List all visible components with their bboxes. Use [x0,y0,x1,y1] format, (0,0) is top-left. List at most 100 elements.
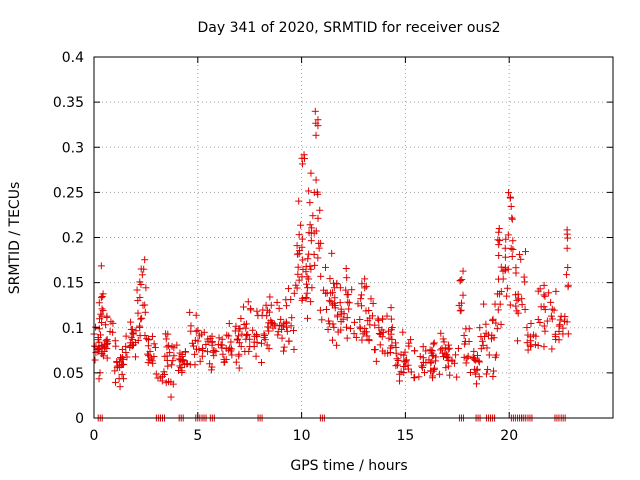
data-point [312,131,320,139]
data-point [133,286,141,294]
data-point [259,306,267,314]
data-point [195,332,203,340]
data-point [527,319,535,327]
data-point [311,107,319,115]
data-point [97,294,105,302]
data-point [265,345,273,353]
data-point [264,323,272,331]
data-point [555,336,563,344]
data-point [534,287,542,295]
data-point [547,298,555,306]
data-point [189,342,197,350]
data-point [95,299,103,307]
data-point [473,352,481,360]
data-point [550,306,558,314]
data-point [548,315,556,323]
data-point [336,299,344,307]
data-point [526,342,534,350]
data-point [94,348,102,356]
data-point [238,330,246,338]
data-point [257,358,265,366]
data-point [378,326,386,334]
data-point [365,336,373,344]
data-point [218,341,226,349]
data-point [330,323,338,331]
data-point [563,318,571,326]
data-point [245,347,253,355]
data-point [103,344,111,352]
data-point [196,357,204,365]
y-tick-label: 0.15 [53,276,84,292]
data-point [98,319,106,327]
data-point [387,315,395,323]
data-point [343,291,351,299]
data-point [388,335,396,343]
data-point [198,352,206,360]
data-point [489,315,497,323]
data-point [509,237,517,245]
data-point [138,314,146,322]
data-point [563,244,571,252]
data-point [298,154,306,162]
data-point [150,353,158,361]
data-point [482,329,490,337]
data-point [548,345,556,353]
data-point [294,250,302,258]
data-point [162,335,170,343]
data-point [265,319,273,327]
data-point [459,291,467,299]
data-point [430,365,438,373]
data-point [502,235,510,243]
data-point [419,364,427,372]
data-point [331,304,339,312]
data-point [235,352,243,360]
data-point [311,261,319,269]
data-point [243,331,251,339]
data-point [312,176,320,184]
data-point [469,353,477,361]
data-point [484,365,492,373]
data-point [317,239,325,247]
data-point [334,328,342,336]
data-point [300,151,308,159]
data-point [442,351,450,359]
data-point [393,361,401,369]
data-point [564,330,572,338]
data-point [103,314,111,322]
data-point [517,255,525,263]
data-point [212,347,220,355]
data-point [422,347,430,355]
data-point [208,339,216,347]
data-point [541,306,549,314]
data-point [287,322,295,330]
data-point [313,188,321,196]
data-point [330,284,338,292]
data-point [521,306,529,314]
data-point [430,339,438,347]
data-point [392,343,400,351]
data-point [151,344,159,352]
data-point [265,327,273,335]
data-point [326,275,334,283]
data-point [166,348,174,356]
data-point [176,349,184,357]
data-point [225,332,233,340]
data-point [141,256,149,264]
data-point [529,331,537,339]
data-point [191,350,199,358]
data-point [489,317,497,325]
data-point [168,342,176,350]
data-point [428,347,436,355]
data-point [263,341,271,349]
data-point [422,359,430,367]
data-point [507,203,515,211]
data-point [314,116,322,124]
data-point [237,343,245,351]
data-point [411,347,419,355]
data-point [407,336,415,344]
data-point [458,299,466,307]
data-point [99,290,107,298]
data-point [346,325,354,333]
data-point [116,383,124,391]
data-point [128,336,136,344]
